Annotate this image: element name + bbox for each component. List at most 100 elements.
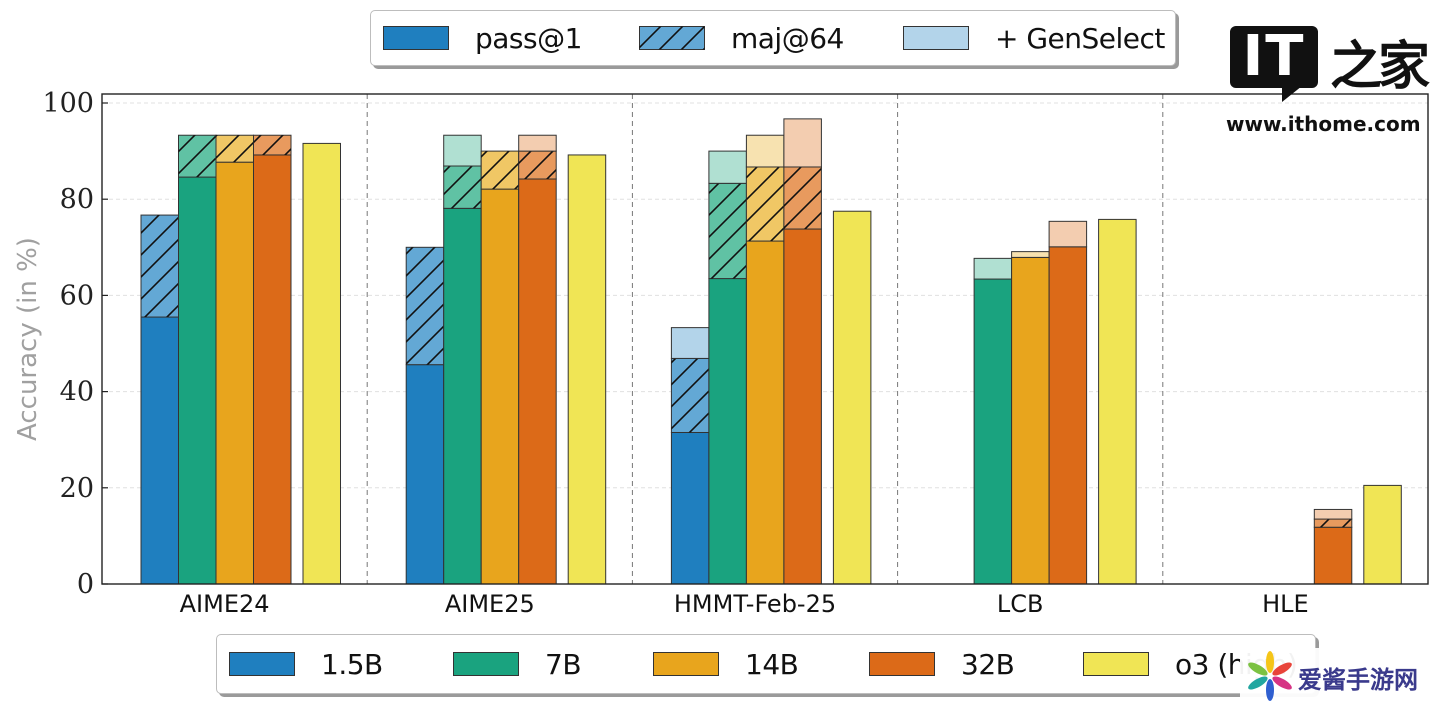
32b-swatch [869, 652, 935, 676]
bar-aime24-o3-high- [302, 142, 341, 585]
legend-label: + GenSelect [995, 21, 1165, 55]
bar-lcb-7b [973, 257, 1013, 585]
legend-item-32b: 32B [869, 635, 1015, 693]
bars [140, 118, 1402, 585]
pass1-segment [1363, 484, 1402, 585]
genselect-segment [443, 134, 482, 167]
14b-swatch [653, 652, 719, 676]
pass1-segment [1011, 256, 1050, 585]
x-axis-ticks: AIME24 AIME25 HMMT-Feb-25 LCB HLE [180, 590, 1309, 618]
bar-aime25-7b [443, 134, 482, 585]
bar-hle-o3-high- [1363, 484, 1402, 585]
maj64-hatch [783, 166, 822, 230]
x-tick-label: AIME25 [445, 590, 535, 618]
bar-aime25-14b [480, 150, 520, 585]
pass1-segment [518, 178, 557, 585]
maj64-hatch [443, 166, 482, 209]
bar-hmmt-feb-25-32b [783, 118, 822, 585]
genselect-segment [1048, 220, 1088, 248]
y-tick-label: 0 [77, 569, 94, 600]
pass1-segment [405, 364, 445, 585]
bar-hmmt-feb-25-o3-high- [832, 210, 872, 585]
ithome-logo-tail [1282, 86, 1302, 102]
bar-aime25-1-5b [405, 246, 445, 585]
maj64-hatch [708, 183, 747, 279]
pass1-segment [1313, 526, 1353, 585]
ithome-url: www.ithome.com [1226, 112, 1421, 136]
y-tick-label: 20 [60, 473, 94, 504]
legend-item-genselect: + GenSelect [903, 11, 1165, 65]
maj64-hatch [671, 358, 709, 433]
pass1-segment [708, 278, 747, 585]
pass1-segment [783, 228, 822, 585]
1-5b-swatch [229, 652, 295, 676]
genselect-segment [670, 327, 710, 359]
x-tick-label: HLE [1262, 590, 1309, 618]
ithome-watermark: IT 之家 www.ithome.com [1226, 22, 1430, 142]
bar-lcb-o3-high- [1098, 218, 1137, 585]
pass1-segment [480, 188, 520, 585]
x-tick-label: AIME24 [180, 590, 270, 618]
pass1-segment [1098, 218, 1137, 585]
y-axis-label: Accuracy (in %) [13, 237, 43, 441]
pass1-segment [302, 142, 341, 585]
genselect-segment [1313, 508, 1353, 520]
legend-item-maj64: maj@64 [639, 11, 844, 65]
genselect-segment [783, 118, 822, 168]
bar-aime25-o3-high- [567, 154, 607, 585]
maj64-hatch [1314, 519, 1352, 528]
maj64-hatch [253, 135, 291, 155]
genselect-segment [745, 134, 785, 168]
maj64-hatch [406, 247, 444, 365]
legend-item-1-5b: 1.5B [229, 635, 383, 693]
legend-label: 1.5B [321, 647, 383, 681]
bar-hmmt-feb-25-14b [745, 134, 785, 585]
bar-hmmt-feb-25-1-5b [670, 327, 710, 585]
pass1-segment [670, 431, 710, 585]
y-tick-label: 60 [60, 280, 94, 311]
legend-item-14b: 14B [653, 635, 799, 693]
bar-hmmt-feb-25-7b [708, 150, 747, 585]
ithome-logo-chinese: 之家 [1330, 36, 1430, 97]
pass1-segment [215, 161, 254, 585]
y-tick-label: 80 [60, 184, 94, 215]
maj64-hatch [141, 215, 179, 318]
pass1-segment [443, 207, 482, 585]
pass1-segment [567, 154, 607, 585]
y-axis-ticks: 0 20 40 60 80 100 [42, 88, 108, 600]
metric-legend: pass@1 maj@64 + GenSelect [370, 10, 1176, 66]
maj64-hatch [178, 135, 216, 178]
bar-aime24-7b [178, 134, 217, 585]
genselect-segment [708, 150, 747, 184]
x-tick-label: LCB [997, 590, 1044, 618]
ithome-logo-block: IT [1230, 26, 1318, 88]
legend-label: 7B [545, 647, 582, 681]
game-site-watermark: 爱酱手游网 [1240, 648, 1440, 704]
plot-frame [101, 93, 1429, 585]
pass1-segment [832, 210, 872, 585]
pass1-segment [1048, 246, 1088, 585]
legend-item-pass1: pass@1 [383, 11, 582, 65]
pass1-segment [140, 316, 179, 585]
y-tick-label: 100 [42, 88, 94, 119]
legend-label: maj@64 [731, 21, 844, 55]
pass1-segment [745, 240, 785, 585]
maj64-hatch [518, 151, 557, 179]
o3-swatch [1083, 652, 1149, 676]
maj64-hatch [746, 166, 784, 242]
model-legend: 1.5B 7B 14B 32B o3 (high) [216, 634, 1316, 694]
genselect-segment [973, 257, 1013, 280]
game-site-name: 爱酱手游网 [1298, 666, 1418, 694]
genselect-segment [1011, 251, 1050, 258]
bar-aime24-1-5b [140, 214, 179, 585]
bar-lcb-14b [1011, 251, 1050, 585]
legend-label: 14B [745, 647, 799, 681]
maj64-hatch [216, 135, 254, 163]
genselect-segment [518, 134, 557, 152]
bar-aime24-14b [215, 134, 254, 585]
pinwheel-logo-icon [1248, 651, 1292, 701]
bar-aime24-32b [253, 134, 292, 585]
bar-aime25-32b [518, 134, 557, 585]
legend-label: 32B [961, 647, 1015, 681]
